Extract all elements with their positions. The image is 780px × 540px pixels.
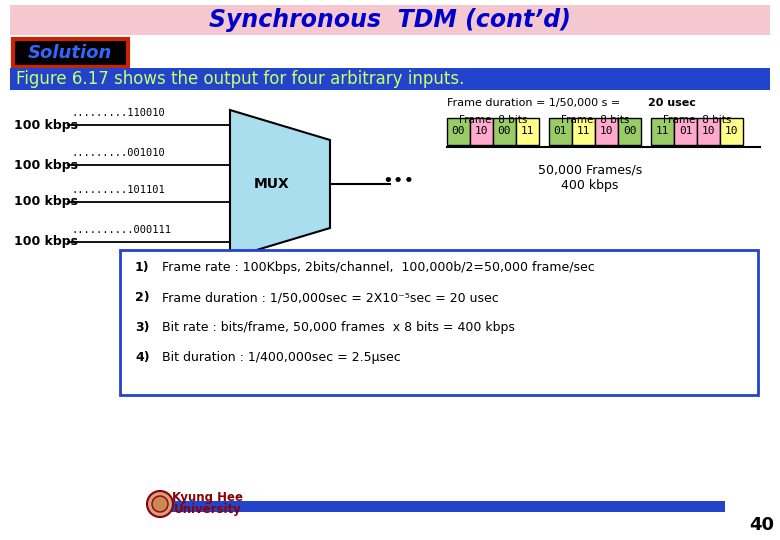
Text: Frame duration : 1/50,000sec = 2X10⁻⁵sec = 20 usec: Frame duration : 1/50,000sec = 2X10⁻⁵sec… bbox=[162, 292, 498, 305]
Text: 400 kbps: 400 kbps bbox=[562, 179, 619, 192]
Bar bbox=[10, 5, 770, 35]
Text: 100 kbps: 100 kbps bbox=[14, 235, 78, 248]
Bar bbox=[618, 118, 641, 145]
Bar bbox=[155, 501, 725, 512]
Text: Frame duration = 1/50,000 s =: Frame duration = 1/50,000 s = bbox=[447, 98, 624, 108]
Text: .........001010: .........001010 bbox=[72, 148, 165, 158]
Bar bbox=[516, 118, 539, 145]
Bar bbox=[10, 68, 770, 90]
Bar bbox=[697, 118, 720, 145]
Text: 11: 11 bbox=[576, 126, 590, 137]
Text: 20 usec: 20 usec bbox=[648, 98, 696, 108]
Bar bbox=[13, 39, 128, 67]
Text: 01: 01 bbox=[554, 126, 567, 137]
Text: Kyung Hee: Kyung Hee bbox=[172, 491, 243, 504]
Circle shape bbox=[147, 491, 173, 517]
Text: 3): 3) bbox=[135, 321, 150, 334]
Text: 100 kbps: 100 kbps bbox=[14, 118, 78, 132]
Text: 100 kbps: 100 kbps bbox=[14, 159, 78, 172]
Text: Bit duration : 1/400,000sec = 2.5μsec: Bit duration : 1/400,000sec = 2.5μsec bbox=[162, 352, 401, 365]
Text: Figure 6.17 shows the output for four arbitrary inputs.: Figure 6.17 shows the output for four ar… bbox=[16, 70, 464, 88]
Text: 10: 10 bbox=[702, 126, 715, 137]
Text: 00: 00 bbox=[622, 126, 636, 137]
Text: 00: 00 bbox=[498, 126, 511, 137]
Text: ..........000111: ..........000111 bbox=[72, 225, 172, 235]
Text: University: University bbox=[174, 503, 242, 516]
Bar bbox=[470, 118, 493, 145]
Text: 40: 40 bbox=[750, 516, 775, 534]
Text: 10: 10 bbox=[725, 126, 738, 137]
Text: 11: 11 bbox=[521, 126, 534, 137]
Text: 4): 4) bbox=[135, 352, 150, 365]
Circle shape bbox=[152, 496, 168, 512]
Polygon shape bbox=[230, 110, 330, 258]
Text: Frame: 8 bits: Frame: 8 bits bbox=[561, 115, 629, 125]
Bar bbox=[493, 118, 516, 145]
Text: .........110010: .........110010 bbox=[72, 108, 165, 118]
Text: 1): 1) bbox=[135, 261, 150, 274]
Bar bbox=[595, 118, 618, 145]
Bar bbox=[120, 250, 758, 395]
Text: Bit rate : bits/frame, 50,000 frames  x 8 bits = 400 kbps: Bit rate : bits/frame, 50,000 frames x 8… bbox=[162, 321, 515, 334]
Text: Solution: Solution bbox=[28, 44, 112, 62]
Bar bbox=[549, 118, 572, 145]
Text: MUX: MUX bbox=[254, 177, 290, 191]
Text: Synchronous  TDM (cont’d): Synchronous TDM (cont’d) bbox=[209, 8, 571, 32]
Bar bbox=[447, 118, 470, 145]
Text: 00: 00 bbox=[452, 126, 465, 137]
Text: Frame rate : 100Kbps, 2bits/channel,  100,000b/2=50,000 frame/sec: Frame rate : 100Kbps, 2bits/channel, 100… bbox=[162, 261, 594, 274]
Bar bbox=[674, 118, 697, 145]
Text: 10: 10 bbox=[600, 126, 613, 137]
Text: Frame: 8 bits: Frame: 8 bits bbox=[459, 115, 527, 125]
Text: •••: ••• bbox=[382, 172, 414, 190]
Bar bbox=[720, 118, 743, 145]
Text: 2): 2) bbox=[135, 292, 150, 305]
Bar bbox=[651, 118, 674, 145]
Text: 10: 10 bbox=[475, 126, 488, 137]
Text: Frame: 8 bits: Frame: 8 bits bbox=[663, 115, 731, 125]
Text: 11: 11 bbox=[656, 126, 669, 137]
Text: 01: 01 bbox=[679, 126, 693, 137]
Text: 100 kbps: 100 kbps bbox=[14, 195, 78, 208]
Text: 50,000 Frames/s: 50,000 Frames/s bbox=[538, 164, 642, 177]
Text: .........101101: .........101101 bbox=[72, 185, 165, 195]
Bar bbox=[572, 118, 595, 145]
